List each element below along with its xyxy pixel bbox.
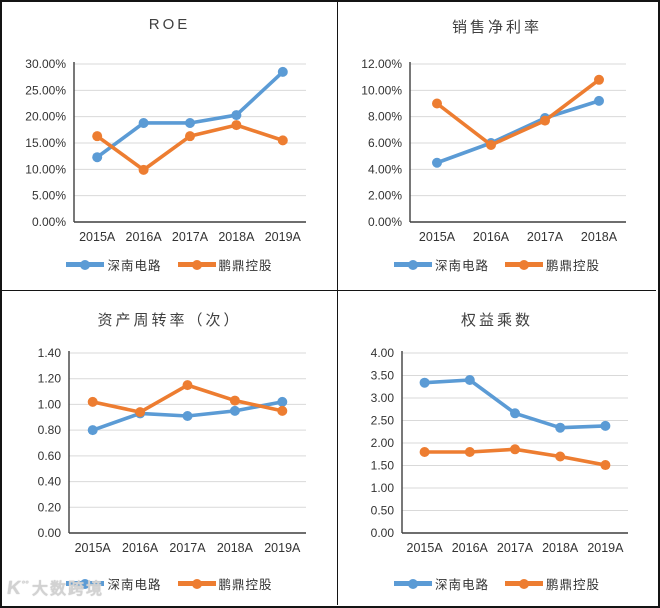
legend-label-pengding-holdings: 鹏鼎控股 [546, 578, 601, 592]
svg-text:2017A: 2017A [172, 230, 209, 244]
legend-item-shennan-circuit: 深南电路 [66, 255, 161, 274]
svg-text:2016A: 2016A [126, 230, 163, 244]
blue-dot-icon [80, 259, 91, 270]
net-profit-margin-line-chart: 0.00% 2.00% 4.00% 6.00% 8.00% 10.00% 12.00% 201… [361, 57, 626, 244]
svg-text:2018A: 2018A [217, 541, 254, 555]
svg-text:2017A: 2017A [169, 541, 206, 555]
svg-text:2.50: 2.50 [371, 414, 395, 428]
roe-chart-legend: 深南电路 鹏鼎控股 [2, 255, 337, 274]
legend-label-shennan-circuit: 深南电路 [434, 578, 489, 592]
roe-chart-title: ROE [148, 16, 191, 33]
svg-text:2016A: 2016A [452, 541, 489, 555]
svg-text:20.00%: 20.00% [25, 110, 66, 124]
net-profit-margin-chart-title: 销售净利率 [451, 19, 542, 36]
blue-line-marker-icon [66, 578, 105, 589]
orange-dot-icon [191, 259, 202, 270]
svg-text:2017A: 2017A [527, 230, 564, 244]
asset-turnover-chart-title: 资产周转率（次） [97, 312, 242, 329]
net-profit-margin-chart-legend: 深南电路 鹏鼎控股 [338, 255, 656, 274]
asset-turnover-line-chart: 0.00 0.20 0.40 0.60 0.80 1.00 1.20 1.40 2015A 201… [38, 346, 306, 555]
orange-line-marker-icon [505, 578, 543, 589]
svg-text:1.50: 1.50 [371, 459, 395, 473]
blue-dot-icon [407, 259, 418, 270]
legend-label-pengding-holdings: 鹏鼎控股 [218, 578, 273, 592]
legend-label-shennan-circuit: 深南电路 [107, 578, 162, 592]
svg-text:10.00%: 10.00% [25, 162, 66, 176]
svg-text:8.00%: 8.00% [368, 110, 402, 124]
blue-line-marker-icon [66, 259, 105, 270]
blue-line-marker-icon [393, 578, 432, 589]
svg-text:0.50: 0.50 [371, 504, 395, 518]
svg-text:2017A: 2017A [497, 541, 534, 555]
svg-text:1.00: 1.00 [38, 397, 62, 411]
orange-dot-icon [191, 578, 202, 589]
svg-text:4.00: 4.00 [371, 346, 395, 360]
roe-chart-panel: ROE 0.00% 5.00% 10.00% 15.00% 20.00% 25.00% 30… [2, 2, 338, 291]
svg-text:2.00%: 2.00% [368, 189, 402, 203]
svg-text:2.00: 2.00 [371, 436, 395, 450]
svg-text:6.00%: 6.00% [368, 136, 402, 150]
orange-dot-icon [519, 578, 529, 589]
svg-text:15.00%: 15.00% [25, 136, 66, 150]
svg-text:0.20: 0.20 [38, 500, 62, 514]
svg-text:0.00: 0.00 [38, 526, 62, 540]
svg-text:30.00%: 30.00% [25, 57, 66, 71]
svg-text:2015A: 2015A [75, 541, 112, 555]
svg-text:3.50: 3.50 [371, 369, 395, 383]
orange-line-marker-icon [177, 259, 216, 270]
net-profit-margin-chart-panel: 销售净利率 0.00% 2.00% 4.00% 6.00% 8.00% 10.00% 12.… [338, 2, 656, 291]
svg-text:2018A: 2018A [581, 230, 618, 244]
legend-item-pengding-holdings: 鹏鼎控股 [177, 574, 273, 593]
legend-label-shennan-circuit: 深南电路 [107, 259, 162, 273]
equity-multiplier-chart-legend: 深南电路 鹏鼎控股 [338, 574, 656, 593]
equity-multiplier-chart-title: 权益乘数 [460, 312, 533, 329]
svg-text:1.40: 1.40 [38, 346, 62, 360]
svg-text:10.00%: 10.00% [361, 83, 402, 97]
legend-label-shennan-circuit: 深南电路 [434, 259, 489, 273]
svg-text:2016A: 2016A [473, 230, 510, 244]
orange-line-marker-icon [177, 578, 216, 589]
svg-text:2015A: 2015A [407, 541, 444, 555]
svg-text:2015A: 2015A [79, 230, 116, 244]
svg-text:1.00: 1.00 [371, 481, 395, 495]
orange-dot-icon [519, 259, 529, 270]
blue-dot-icon [80, 578, 91, 589]
legend-label-pengding-holdings: 鹏鼎控股 [546, 259, 601, 273]
svg-text:0.00%: 0.00% [32, 215, 66, 229]
svg-text:0.80: 0.80 [38, 423, 62, 437]
orange-line-marker-icon [505, 259, 543, 270]
asset-turnover-chart-panel: 资产周转率（次） 0.00 0.20 0.40 0.60 0.80 1.00 1.20 1.4… [2, 291, 338, 605]
roe-line-chart: 0.00% 5.00% 10.00% 15.00% 20.00% 25.00% 30.00%… [25, 57, 306, 244]
blue-line-marker-icon [393, 259, 432, 270]
equity-multiplier-chart-panel: 权益乘数 0.00 0.50 1.00 1.50 2.00 2.50 3.00 3.50 4.0… [338, 291, 656, 605]
svg-text:0.40: 0.40 [38, 475, 62, 489]
legend-item-pengding-holdings: 鹏鼎控股 [505, 255, 600, 274]
equity-multiplier-line-chart: 0.00 0.50 1.00 1.50 2.00 2.50 3.00 3.50 4.00 2015… [371, 346, 628, 555]
svg-text:25.00%: 25.00% [25, 83, 66, 97]
svg-text:2018A: 2018A [218, 230, 255, 244]
svg-text:12.00%: 12.00% [361, 57, 402, 71]
svg-text:2019A: 2019A [587, 541, 624, 555]
legend-label-pengding-holdings: 鹏鼎控股 [218, 259, 273, 273]
asset-turnover-chart-legend: 深南电路 鹏鼎控股 [2, 574, 337, 593]
svg-text:0.00%: 0.00% [368, 215, 402, 229]
svg-text:0.00: 0.00 [371, 526, 395, 540]
svg-text:2016A: 2016A [122, 541, 159, 555]
svg-text:2019A: 2019A [264, 541, 301, 555]
blue-dot-icon [407, 578, 418, 589]
svg-text:2015A: 2015A [419, 230, 456, 244]
svg-text:1.20: 1.20 [38, 372, 62, 386]
legend-item-shennan-circuit: 深南电路 [393, 574, 489, 593]
legend-item-shennan-circuit: 深南电路 [393, 255, 489, 274]
svg-text:2019A: 2019A [265, 230, 302, 244]
legend-item-pengding-holdings: 鹏鼎控股 [505, 574, 600, 593]
svg-text:4.00%: 4.00% [368, 162, 402, 176]
legend-item-shennan-circuit: 深南电路 [66, 574, 161, 593]
svg-text:2018A: 2018A [542, 541, 579, 555]
legend-item-pengding-holdings: 鹏鼎控股 [177, 255, 273, 274]
svg-text:3.00: 3.00 [371, 391, 395, 405]
svg-text:5.00%: 5.00% [32, 189, 66, 203]
svg-text:0.60: 0.60 [38, 449, 62, 463]
